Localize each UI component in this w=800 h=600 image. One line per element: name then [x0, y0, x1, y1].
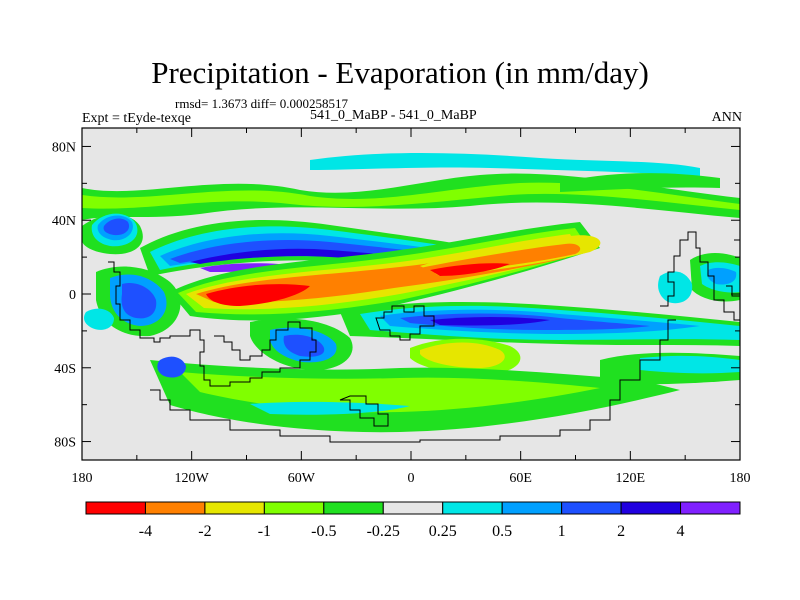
- contour-fill-wp-cyan: [658, 271, 693, 304]
- colorbar-label: 0.25: [429, 523, 457, 540]
- colorbar-swatch: [442, 501, 503, 515]
- period-label: ANN: [711, 110, 742, 125]
- contour-fill-westpac-darkblue: [103, 218, 130, 236]
- colorbar-swatch: [561, 501, 622, 515]
- x-tick-label: 180: [730, 471, 751, 486]
- colorbar-swatch: [85, 501, 146, 515]
- x-tick-label: 120W: [175, 471, 210, 486]
- colorbar-swatch: [620, 501, 682, 515]
- contour-fill-satl-yellow: [420, 342, 505, 368]
- continent-outlines: [108, 231, 740, 443]
- contour-fill-ne-red: [430, 263, 510, 276]
- y-tick-label: 40N: [52, 214, 76, 229]
- colorbar-label: 2: [617, 523, 625, 540]
- colorbar-label: -2: [198, 523, 211, 540]
- contour-fill-eq-red: [206, 284, 310, 306]
- contour-fill-sw-blue: [157, 356, 186, 378]
- experiment-label: Expt = tEyde-texqe: [82, 111, 191, 126]
- x-tick-label: 0: [408, 471, 415, 486]
- colorbar-swatch: [501, 501, 563, 515]
- x-tick-label: 120E: [616, 471, 646, 486]
- colorbar-label: -0.25: [367, 523, 400, 540]
- contour-fill-sio-deep: [430, 317, 550, 326]
- colorbar-swatch: [204, 501, 265, 515]
- y-tick-label: 0: [69, 288, 76, 303]
- contour-fill-arctic-green: [560, 173, 720, 192]
- colorbar-swatch: [323, 501, 384, 515]
- coastline-south-islands: [339, 395, 389, 427]
- axis-ticks: 180 120W 60W 0 60E 120E 180 80N 40N 0 40S 80S: [52, 128, 751, 486]
- x-tick-label: 60E: [509, 471, 532, 486]
- colorbar-label: -0.5: [311, 523, 336, 540]
- colorbar-label: 0.5: [492, 523, 512, 540]
- case-label: 541_0_MaBP - 541_0_MaBP: [310, 108, 477, 123]
- x-tick-label: 180: [72, 471, 93, 486]
- coastline-west: [108, 261, 176, 343]
- stats-text: rmsd= 1.3673 diff= 0.000258517: [175, 96, 348, 111]
- y-tick-label: 80N: [52, 140, 76, 155]
- contour-fill-so-east-cyan: [640, 355, 740, 374]
- contour-fill-weq-darkblue: [121, 282, 157, 319]
- chart-title: Precipitation - Evaporation (in mm/day): [151, 55, 649, 90]
- coastline-east: [660, 231, 740, 321]
- contour-fill-nband-deep: [190, 248, 420, 264]
- coastline-antarctica: [150, 319, 676, 443]
- coastline-south-america: [176, 321, 317, 387]
- y-tick-label: 40S: [54, 362, 76, 377]
- contour-fill-sw-cyan: [84, 308, 114, 330]
- x-tick-label: 60W: [288, 471, 316, 486]
- coastline-africa: [375, 305, 435, 341]
- colorbar-swatch: [263, 501, 325, 515]
- coastline-east-island: [726, 239, 740, 297]
- contour-fill-so-south-cyan: [250, 401, 410, 415]
- y-tick-label: 80S: [54, 436, 76, 451]
- colorbar: -4 -2 -1 -0.5 -0.25 0.25 0.5 1 2 4: [85, 501, 741, 540]
- colorbar-swatch: [382, 501, 444, 515]
- contour-fill-ep-blue: [707, 267, 737, 285]
- colorbar-label: 1: [558, 523, 566, 540]
- contour-fill-arctic-cyan: [310, 153, 700, 176]
- colorbar-label: -4: [139, 523, 152, 540]
- colorbar-swatch: [680, 501, 741, 515]
- plot-area: [82, 128, 740, 460]
- colorbar-label: -1: [258, 523, 271, 540]
- colorbar-swatch: [144, 501, 206, 515]
- colorbar-label: 4: [677, 523, 685, 540]
